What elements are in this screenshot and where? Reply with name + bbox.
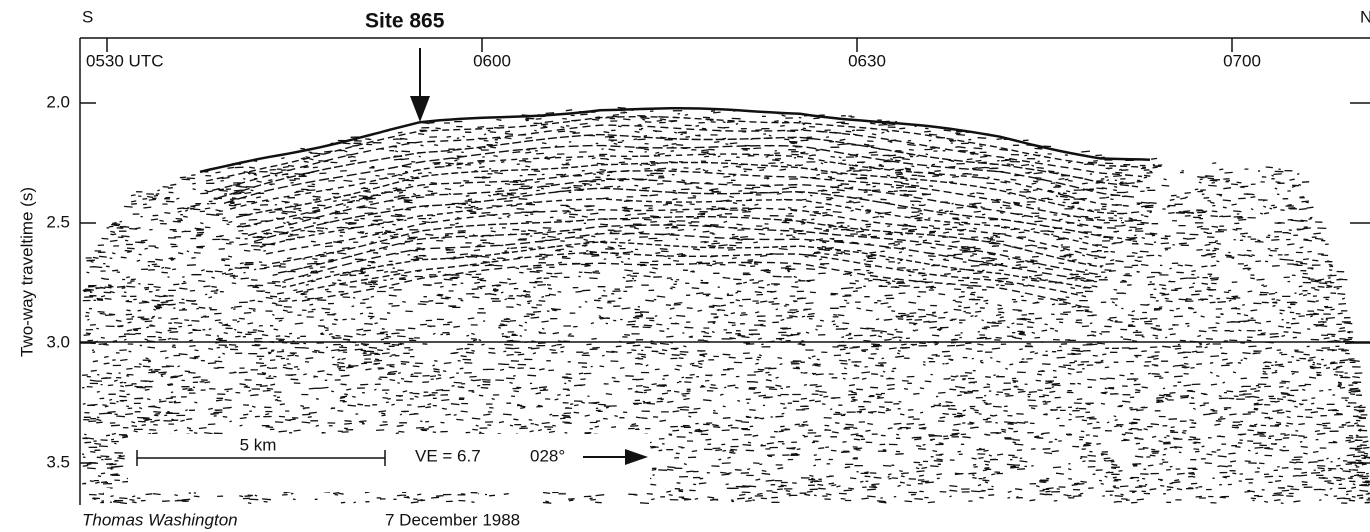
y-tick-label: 3.5 <box>46 452 70 471</box>
y-tick-label: 2.5 <box>46 212 70 231</box>
y-tick-label: 3.0 <box>46 332 70 351</box>
time-tick-bottom <box>104 488 110 505</box>
reflector <box>265 207 1107 259</box>
time-label: 0700 <box>1223 51 1261 70</box>
reflector <box>211 124 1143 192</box>
site-label: Site 865 <box>365 10 445 33</box>
time-tick-bottom <box>479 488 485 505</box>
reflector <box>235 161 1127 218</box>
scale-box <box>128 434 650 492</box>
reflector <box>205 116 1147 182</box>
site-arrowhead <box>410 96 430 122</box>
ship-name: Thomas Washington <box>82 510 238 529</box>
time-label: 0630 <box>848 51 886 70</box>
date: 7 December 1988 <box>385 510 520 529</box>
time-label: 0600 <box>473 51 511 70</box>
reflector <box>295 251 1087 298</box>
reflector <box>253 187 1115 243</box>
vertical-exaggeration: VE = 6.7 <box>415 446 481 465</box>
seismic-texture <box>81 106 1370 505</box>
reflector <box>199 107 1151 174</box>
reflector <box>241 170 1123 228</box>
y-axis-title: Two-way traveltime (s) <box>17 187 36 357</box>
reflector <box>301 261 1083 308</box>
time-tick-bottom <box>1229 488 1235 505</box>
reflector <box>271 215 1103 268</box>
reflector <box>289 241 1091 289</box>
reflector <box>283 232 1095 282</box>
reflector <box>259 197 1111 249</box>
y-tick-label: 2.0 <box>46 92 70 111</box>
reflector <box>223 144 1135 204</box>
reflector <box>229 153 1131 210</box>
direction-north: N <box>1360 7 1370 26</box>
reflector <box>277 224 1099 276</box>
axis-ticks: 2.0 2.5 3.0 3.5 0530 UTC 0600 0630 0700 <box>46 38 1370 505</box>
time-label: 0530 UTC <box>86 51 163 70</box>
scale-distance: 5 km <box>240 435 277 454</box>
reflector <box>217 133 1139 199</box>
time-tick-bottom <box>854 488 860 505</box>
bearing: 028° <box>530 446 565 465</box>
bearing-arrowhead <box>625 449 648 465</box>
direction-south: S <box>82 7 93 26</box>
reflector <box>247 178 1119 237</box>
